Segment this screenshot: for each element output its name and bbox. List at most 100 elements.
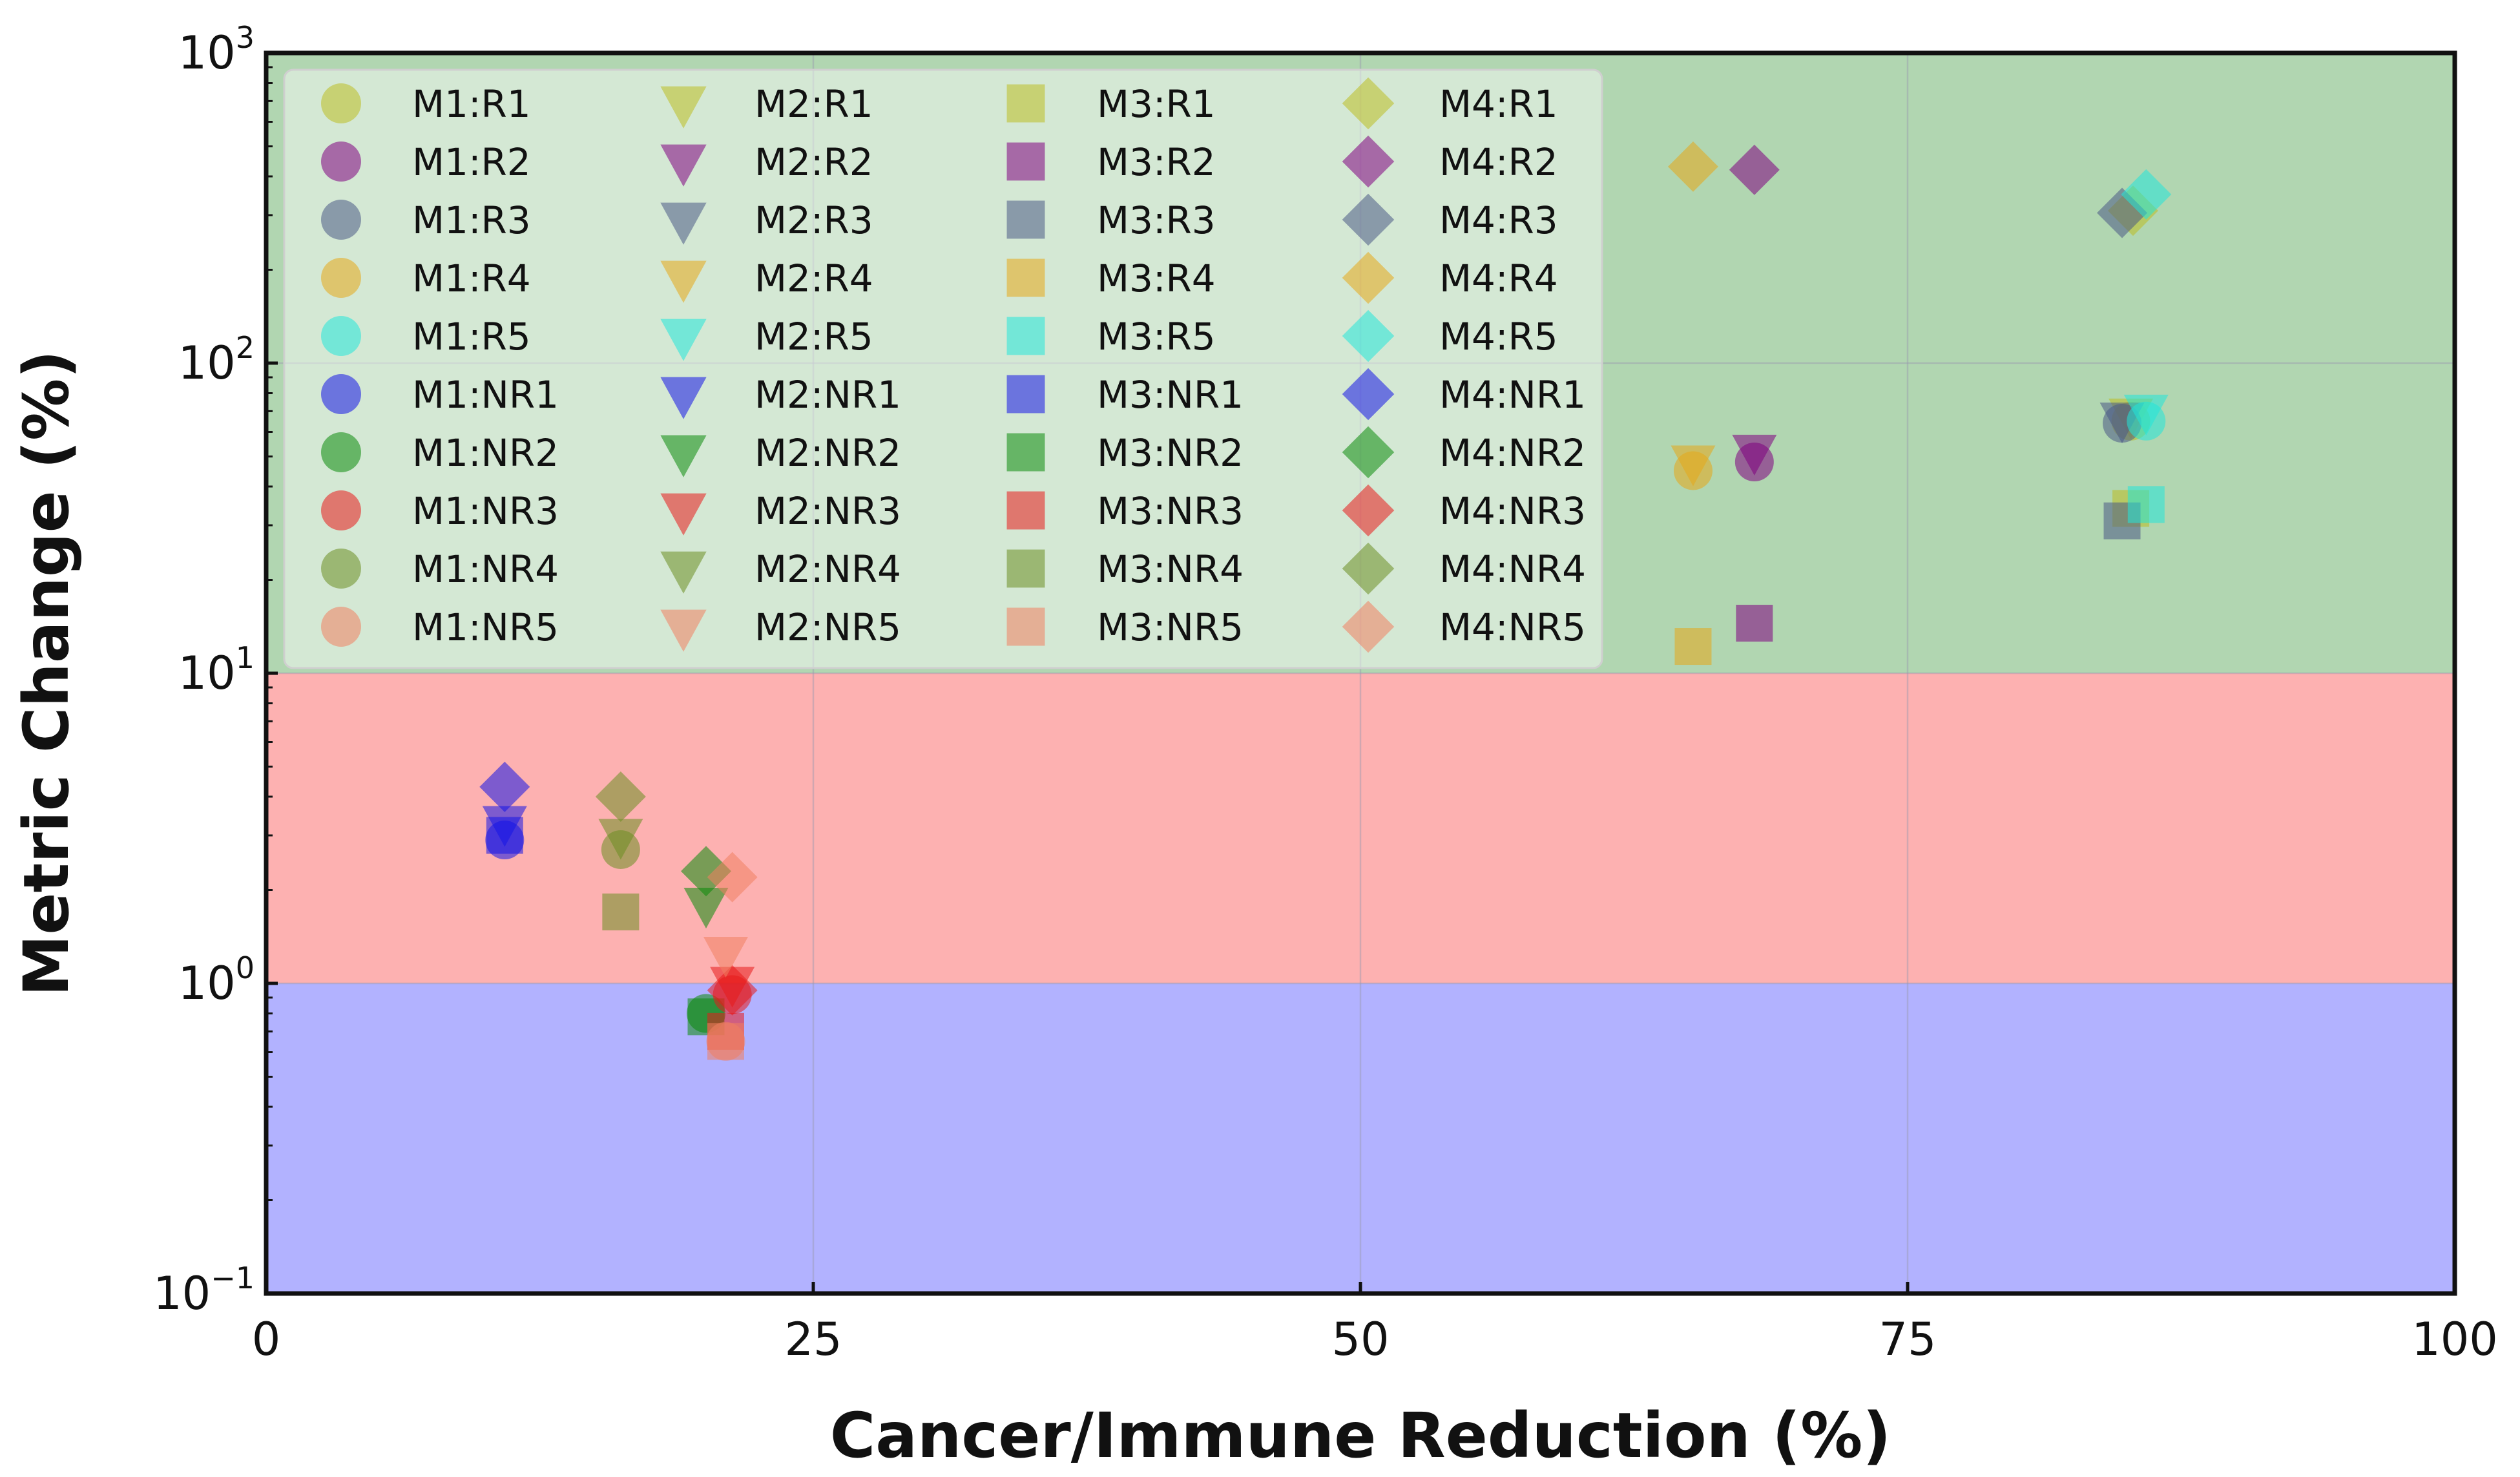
legend-label: M3:NR5 [1097,605,1244,649]
legend-marker [1006,607,1045,646]
legend-label: M3:NR3 [1097,489,1244,533]
point-m2-r4 [1671,445,1716,487]
legend-marker [1342,368,1395,421]
legend-label: M3:NR2 [1097,431,1244,475]
legend-marker [321,607,361,647]
legend-label: M1:R4 [412,257,531,300]
legend-marker [1342,135,1395,188]
legend-marker [1006,84,1045,123]
legend-label: M2:R2 [755,140,873,184]
legend-label: M2:NR2 [755,431,901,475]
legend-marker [660,551,707,594]
legend-marker [1342,251,1395,304]
point-m3-r2 [1736,605,1773,642]
legend-marker [660,609,707,652]
legend: M1:R1 M1:R2 M1:R3 M1:R4 M1:R5 M1:NR1 M1:NR2 M1:… [283,68,1603,669]
legend-label: M2:NR4 [755,547,901,591]
legend-label: M3:R3 [1097,198,1216,242]
legend-marker [1342,600,1395,653]
x-tick-label: 0 [252,1313,281,1366]
legend-label: M3:R1 [1097,82,1216,126]
legend-marker [1006,142,1045,181]
point-m3-r5 [2127,486,2165,523]
legend-label: M3:NR1 [1097,373,1244,417]
y-tick-label: 10−1 [153,1261,255,1320]
point-m2-nr5 [703,936,748,978]
y-axis-title: Metric Change (%) [10,350,83,996]
point-m4-nr1 [479,761,530,812]
legend-marker [321,83,361,123]
point-m3-nr1 [486,817,523,854]
legend-marker [321,432,361,472]
x-tick-label: 25 [784,1313,842,1366]
y-tick-label: 100 [178,950,255,1010]
legend-marker [1006,258,1045,297]
legend-marker [321,316,361,356]
legend-marker [1006,375,1045,414]
legend-label: M4:NR2 [1439,431,1586,475]
legend-marker [1006,433,1045,472]
legend-marker [660,493,707,536]
axis-ticks: 0 25 50 75 100 10−1 100 101 102 103 [153,20,2498,1366]
legend-label: M1:NR5 [412,605,559,649]
legend-marker [1342,309,1395,362]
legend-marker [321,258,361,298]
point-m2-nr2 [683,887,729,928]
legend-marker [1342,193,1395,246]
x-axis-title: Cancer/Immune Reduction (%) [830,1399,1891,1472]
data-points [479,141,2172,1061]
point-m2-nr4 [598,819,643,860]
legend-label: M2:R5 [755,315,873,359]
legend-label: M1:R3 [412,198,531,242]
legend-label: M2:R4 [755,257,873,300]
point-m3-nr4 [602,893,640,930]
legend-marker [660,144,707,187]
legend-label: M1:R5 [412,315,531,359]
legend-label: M4:NR5 [1439,605,1586,649]
blue-band [266,983,2455,1294]
legend-label: M2:R1 [755,82,873,126]
point-m4-r2 [1729,144,1780,195]
legend-label: M4:NR1 [1439,373,1586,417]
legend-label: M1:NR2 [412,431,559,475]
legend-marker [1006,491,1045,530]
legend-label: M1:R2 [412,140,531,184]
legend-label: M3:R2 [1097,140,1216,184]
legend-label: M2:NR5 [755,605,901,649]
legend-label: M3:NR4 [1097,547,1244,591]
legend-label: M4:NR3 [1439,489,1586,533]
point-m4-nr3 [707,965,758,1016]
legend-label: M1:NR1 [412,373,559,417]
legend-marker [1342,542,1395,595]
legend-label: M4:R2 [1439,140,1558,184]
legend-box [283,68,1603,669]
legend-marker [321,374,361,414]
legend-marker [660,435,707,477]
legend-label: M1:NR4 [412,547,559,591]
point-m2-r2 [1732,434,1777,476]
legend-marker [321,549,361,589]
legend-marker [1006,200,1045,239]
legend-marker [321,490,361,530]
legend-label: M4:NR4 [1439,547,1586,591]
legend-label: M2:NR3 [755,489,901,533]
legend-marker [321,200,361,240]
point-m4-r5 [2121,169,2172,220]
legend-label: M2:NR1 [755,373,901,417]
legend-label: M3:R4 [1097,257,1216,300]
point-m2-r5 [2123,394,2169,435]
point-m4-r4 [1667,141,1718,192]
legend-marker [660,260,707,303]
legend-label: M2:R3 [755,198,873,242]
legend-label: M3:R5 [1097,315,1216,359]
x-tick-label: 50 [1331,1313,1389,1366]
y-tick-label: 101 [178,640,255,700]
legend-marker [660,319,707,361]
legend-marker [660,377,707,419]
legend-marker [1006,317,1045,355]
legend-marker [1342,426,1395,479]
legend-label: M1:NR3 [412,489,559,533]
legend-marker [1342,77,1395,130]
legend-label: M4:R4 [1439,257,1558,300]
point-m3-r4 [1674,628,1712,665]
